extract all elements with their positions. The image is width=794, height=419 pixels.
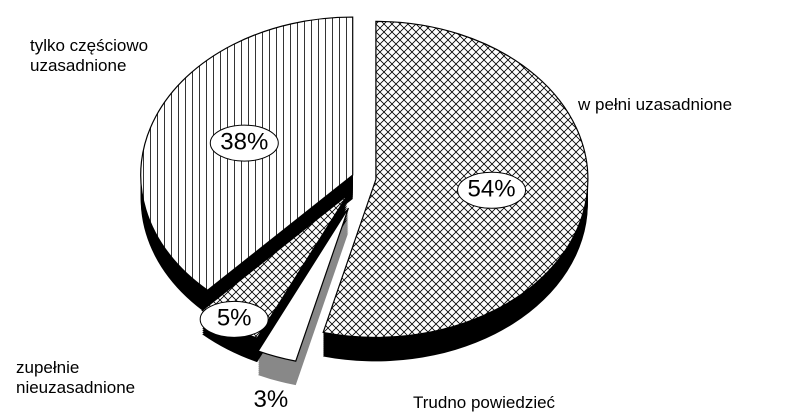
value-label: 3% xyxy=(254,386,289,413)
value-label-bg xyxy=(199,300,269,338)
slice xyxy=(257,207,350,362)
category-label: Trudno powiedzieć xyxy=(413,393,556,412)
value-label-bg xyxy=(457,171,527,209)
category-label: zupełnie nieuzasadnione xyxy=(16,358,136,397)
value-label: 38% xyxy=(220,128,268,155)
category-label: w pełni uzasadnione xyxy=(578,95,733,114)
category-label: tylko częściowo uzasadnione xyxy=(30,36,149,75)
slice xyxy=(322,20,589,338)
value-label: 5% xyxy=(217,305,252,332)
value-label: 54% xyxy=(468,176,516,203)
value-label-bg xyxy=(209,124,279,162)
